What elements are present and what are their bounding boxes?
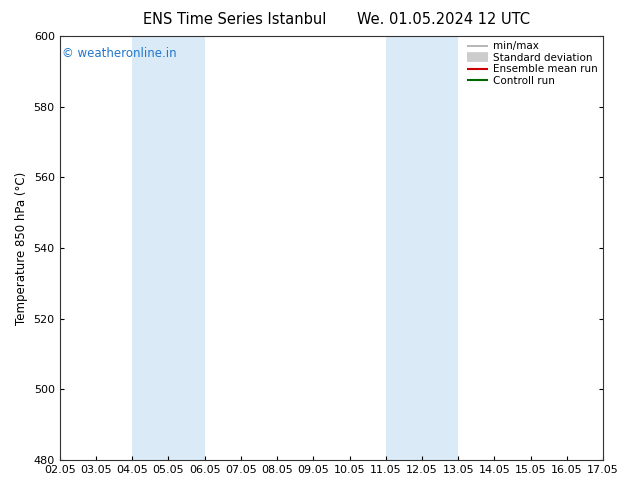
Legend: min/max, Standard deviation, Ensemble mean run, Controll run: min/max, Standard deviation, Ensemble me… (465, 39, 600, 88)
Bar (385, 36, 458, 460)
Bar (132, 36, 205, 460)
Text: We. 01.05.2024 12 UTC: We. 01.05.2024 12 UTC (358, 12, 530, 27)
Y-axis label: Temperature 850 hPa (°C): Temperature 850 hPa (°C) (15, 172, 28, 325)
Text: ENS Time Series Istanbul: ENS Time Series Istanbul (143, 12, 327, 27)
Text: © weatheronline.in: © weatheronline.in (62, 47, 177, 60)
